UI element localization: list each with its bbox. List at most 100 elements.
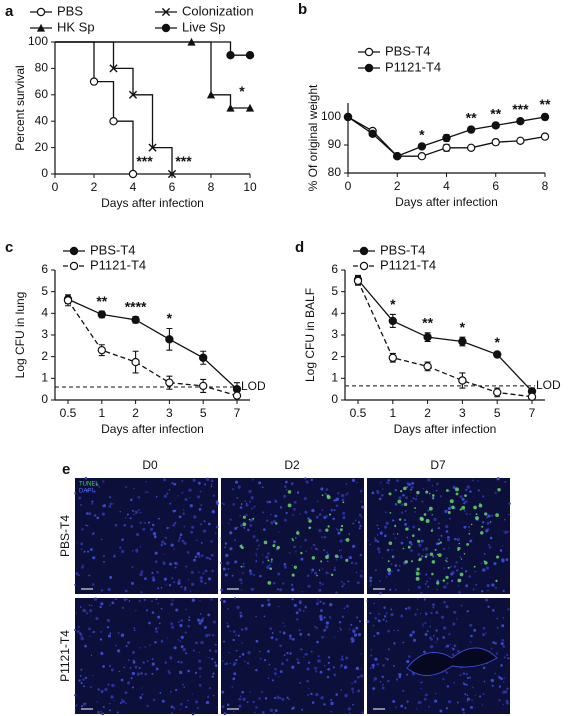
marker [198,381,208,391]
nucleus [211,510,216,514]
nucleus [284,485,287,488]
nucleus [327,560,329,563]
nucleus [334,636,336,638]
nucleus [174,566,177,569]
nucleus [464,500,468,504]
nucleus [411,672,416,676]
nucleus [485,632,487,634]
nucleus [348,712,351,715]
nucleus [407,606,411,610]
panel-label: a [5,3,14,20]
significance: * [239,83,245,99]
micrographs [73,476,511,716]
nucleus [171,706,175,709]
nucleus [329,603,333,607]
nucleus [80,668,83,671]
nucleus [482,693,485,695]
nucleus [157,603,159,605]
nucleus [144,646,146,648]
marker [161,23,171,33]
nucleus [211,657,214,661]
y-tick-label: 2 [41,349,48,363]
nucleus [113,699,115,702]
nucleus [486,521,490,525]
nucleus [211,569,214,573]
x-tick-label: 1 [389,406,396,420]
nucleus [326,675,330,679]
tunel-spot [425,519,430,524]
y-tick-label: 4 [331,306,338,320]
nucleus [294,537,297,539]
tunel-spot [457,546,461,551]
significance: ** [96,293,107,309]
nucleus [352,703,354,706]
nucleus [321,635,324,639]
nucleus [319,617,323,621]
nucleus [110,668,114,672]
nucleus [259,650,261,653]
panel-label: c [5,239,13,256]
nucleus [127,659,130,662]
nucleus [469,623,473,627]
nucleus [459,674,462,677]
nucleus [74,693,77,697]
tunel-spot [292,539,295,542]
nucleus [391,549,393,551]
nucleus [315,602,319,606]
nucleus [304,477,307,480]
nucleus [195,641,198,645]
nucleus [408,540,412,545]
nucleus [117,632,120,634]
nucleus [231,488,235,491]
nucleus [440,534,443,537]
nucleus [413,631,415,633]
nucleus [437,522,440,525]
nucleus [333,568,337,572]
nucleus [154,560,158,564]
tunel-spot [403,486,407,491]
nucleus [379,591,382,595]
nucleus [128,600,131,602]
nucleus [387,648,391,651]
nucleus [272,519,276,524]
nucleus [152,698,156,702]
nucleus [435,489,438,492]
nucleus [406,673,408,676]
nucleus [398,496,402,500]
nucleus [147,521,151,524]
marker [131,357,140,367]
nucleus [225,662,229,665]
nucleus [249,524,253,527]
nucleus [300,648,303,651]
nucleus [290,583,294,587]
marker [493,388,502,397]
nucleus [410,500,413,503]
nucleus [86,488,88,491]
nucleus [498,699,501,702]
nucleus [503,677,506,679]
nucleus [372,666,375,669]
nucleus [381,686,385,690]
nucleus [255,554,258,557]
tunel-spot [291,573,295,577]
nucleus [352,544,356,548]
nucleus [378,612,381,615]
tunel-spot [416,490,420,495]
nucleus [436,637,439,640]
nucleus [385,521,389,525]
nucleus [376,490,380,494]
nucleus [431,485,434,487]
nucleus [473,628,477,632]
tunel-spot [484,512,488,516]
nucleus [260,690,264,694]
nucleus [241,572,244,575]
nucleus [360,653,362,655]
nucleus [271,632,274,634]
nucleus [145,481,147,483]
nucleus [406,536,409,539]
nucleus [187,669,191,673]
nucleus [239,515,241,517]
tunel-spot [478,503,483,508]
nucleus [332,517,335,521]
series-line [357,280,533,398]
